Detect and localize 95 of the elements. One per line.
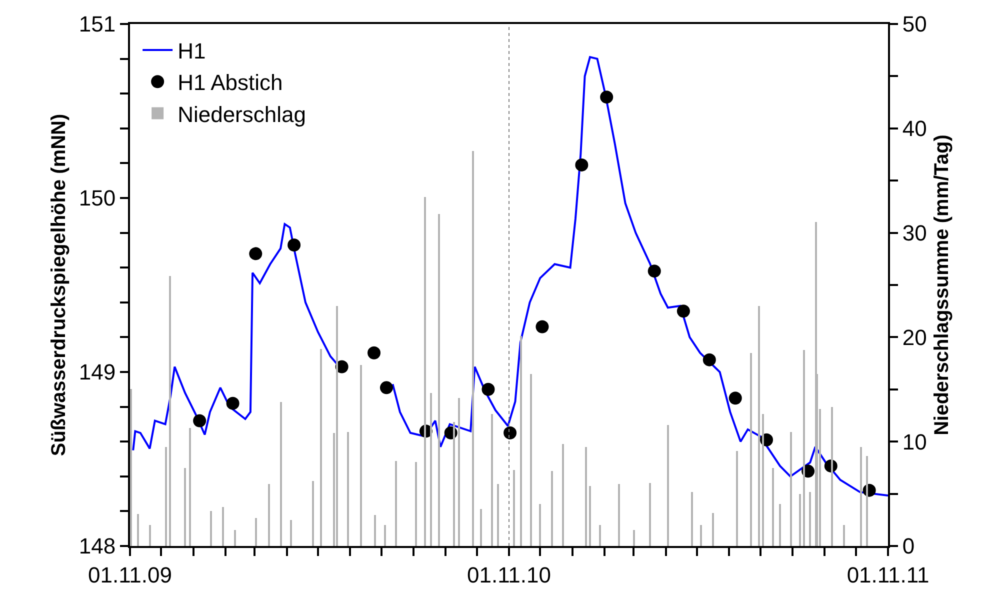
x-tick-label: 01.11.11 [846, 562, 930, 588]
bar [255, 518, 257, 546]
bar [712, 513, 714, 546]
bar [222, 507, 224, 546]
bar [480, 509, 482, 546]
bar [866, 456, 868, 546]
bar [290, 520, 292, 546]
point [288, 238, 301, 252]
bar [165, 447, 167, 546]
bar [280, 402, 282, 546]
y-tick-label: 148 [78, 534, 116, 559]
bar [831, 407, 833, 546]
y2-tick-label: 0 [902, 534, 915, 559]
bar [374, 515, 376, 546]
bar [424, 197, 426, 546]
point [504, 426, 517, 440]
bar [790, 432, 792, 546]
bar [453, 422, 455, 546]
bar [472, 151, 474, 546]
bar [585, 447, 587, 546]
bar [562, 444, 564, 546]
bar [347, 432, 349, 546]
point [648, 264, 661, 278]
point [482, 382, 495, 396]
y2-axis-title: Niederschlagssumme (mm/Tag) [930, 134, 953, 436]
bar [589, 486, 591, 546]
bar [130, 389, 132, 546]
bar [667, 425, 669, 546]
y-tick-label: 149 [78, 360, 116, 385]
y-tick-label: 150 [78, 186, 116, 211]
legend-label: Niederschlag [178, 102, 306, 127]
point [575, 158, 588, 172]
y-axis-title: Süßwasserdruckspiegelhöhe (mNN) [48, 114, 70, 456]
bar [360, 365, 362, 546]
bar [312, 481, 314, 546]
bar [268, 484, 270, 546]
bar [633, 530, 635, 546]
bar [184, 468, 186, 546]
point [600, 90, 614, 104]
y2-tick-label: 40 [902, 116, 927, 142]
point [380, 381, 393, 394]
bar [520, 336, 522, 546]
bar [799, 494, 801, 546]
point [226, 396, 240, 410]
bar [530, 374, 532, 546]
legend-label: H1 [178, 38, 206, 64]
point [702, 353, 716, 366]
bar [750, 353, 752, 546]
bar [700, 525, 702, 546]
point [676, 304, 690, 318]
bar [539, 504, 541, 546]
bar [758, 306, 760, 546]
bar [189, 428, 191, 546]
bar [772, 468, 774, 546]
bar [336, 306, 338, 546]
point [728, 392, 742, 405]
bar [169, 276, 171, 546]
y2-tick-label: 50 [902, 12, 927, 37]
bar [234, 530, 236, 546]
bar [599, 525, 601, 546]
bar [430, 393, 432, 546]
bar [691, 492, 693, 546]
bar [384, 525, 386, 546]
bar [395, 461, 397, 546]
bar [618, 484, 620, 546]
bar [210, 511, 212, 546]
y2-tick-label: 10 [902, 429, 927, 454]
x-tick-label: 01.11.10 [466, 562, 552, 588]
bar [843, 525, 845, 546]
bar [458, 398, 460, 546]
bar [649, 483, 651, 546]
bar [803, 350, 805, 546]
point [536, 320, 549, 334]
bar [415, 462, 417, 546]
y2-tick-label: 20 [902, 324, 927, 350]
bar [491, 414, 493, 546]
y2-tick-label: 30 [902, 220, 927, 246]
y-tick-label: 151 [78, 12, 116, 37]
point [193, 414, 206, 428]
bar [137, 514, 139, 546]
bar [736, 451, 738, 546]
bar [438, 214, 440, 546]
bar [497, 484, 499, 546]
bar [779, 504, 781, 546]
point [368, 346, 381, 360]
bar [149, 525, 151, 546]
bar [320, 349, 322, 546]
bar [860, 447, 862, 546]
bar [513, 470, 515, 546]
legend-label: H1 Abstich [178, 70, 283, 96]
bar [551, 471, 553, 546]
bar [762, 414, 764, 546]
x-tick-label: 01.11.09 [88, 562, 172, 588]
point [249, 247, 262, 260]
bar [809, 492, 811, 546]
